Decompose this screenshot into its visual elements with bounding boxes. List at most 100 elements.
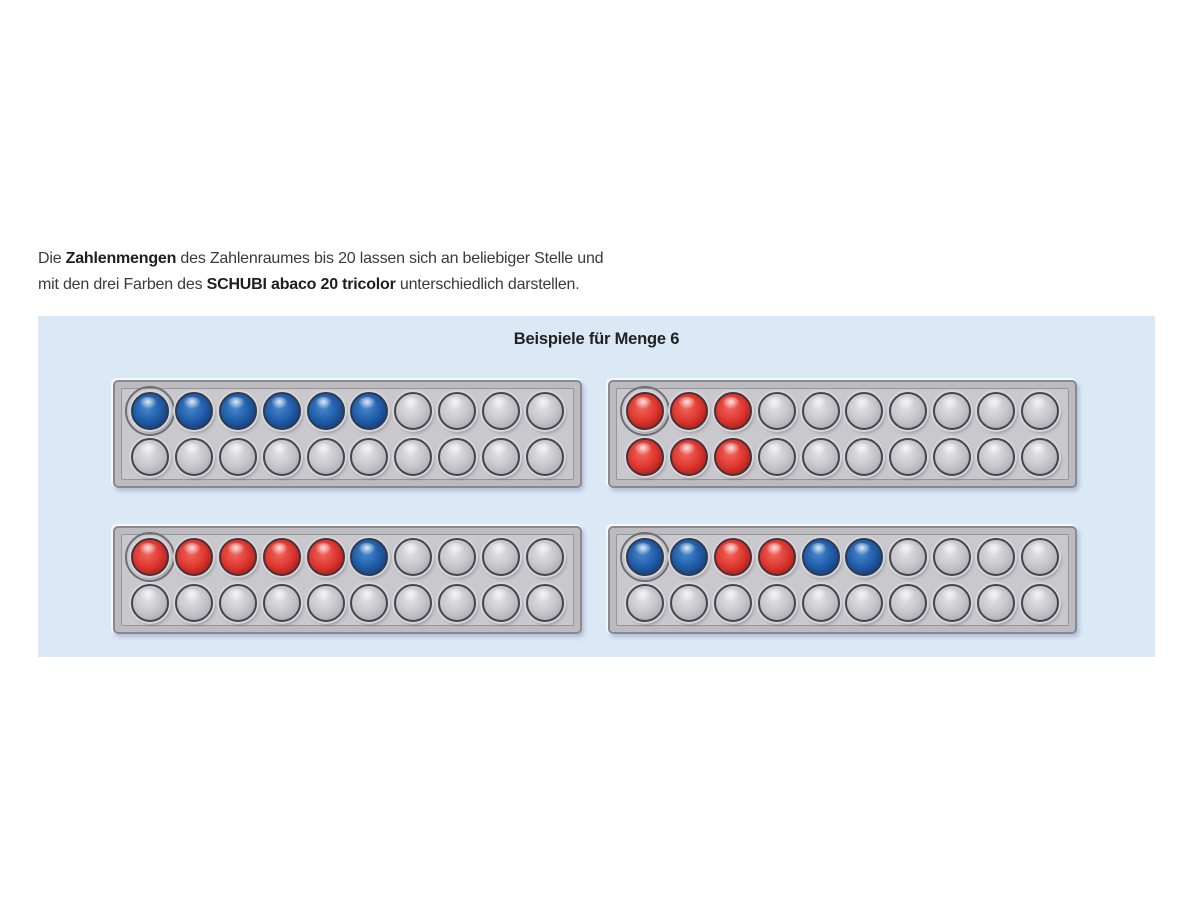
gray-bead (482, 438, 520, 476)
blue-bead (350, 538, 389, 576)
red-bead (669, 392, 708, 430)
gray-bead (218, 438, 257, 476)
gray-bead (801, 438, 840, 476)
gray-bead (394, 538, 433, 576)
gray-bead (889, 392, 928, 430)
gray-bead (174, 584, 213, 622)
gray-bead (394, 438, 433, 476)
blue-bead (218, 392, 257, 430)
red-bead (306, 538, 345, 576)
red-bead (174, 538, 213, 576)
gray-bead (757, 392, 796, 430)
abacus-bead-board (121, 386, 574, 480)
gray-bead (131, 584, 169, 622)
panel-title: Beispiele für Menge 6 (513, 330, 680, 348)
gray-bead (757, 584, 796, 622)
gray-bead (394, 392, 433, 430)
gray-bead (977, 438, 1015, 476)
gray-bead (1020, 584, 1059, 622)
red-bead (218, 538, 257, 576)
gray-bead (977, 392, 1015, 430)
red-bead (669, 438, 708, 476)
gray-bead (713, 584, 752, 622)
bead-row (620, 386, 1059, 436)
gray-bead (1020, 392, 1059, 430)
intro-text: mit den drei Farben des (38, 276, 207, 293)
intro-bold-product-name: SCHUBI abaco 20 tricolor (206, 276, 396, 293)
gray-bead (482, 392, 520, 430)
gray-bead (525, 392, 564, 430)
bead-row (626, 438, 1059, 476)
red-bead (626, 438, 664, 476)
intro-text: unterschiedlich darstellen. (395, 276, 580, 293)
blue-bead (306, 392, 345, 430)
gray-bead (977, 538, 1015, 576)
gray-bead (438, 584, 477, 622)
gray-bead (626, 584, 664, 622)
gray-bead (933, 538, 972, 576)
bead-row (626, 584, 1059, 622)
blue-bead (845, 538, 884, 576)
bead-row (125, 386, 564, 436)
gray-bead (801, 392, 840, 430)
gray-bead (845, 438, 884, 476)
red-bead (620, 386, 670, 436)
gray-bead (801, 584, 840, 622)
gray-bead (977, 584, 1015, 622)
gray-bead (889, 538, 928, 576)
red-bead (262, 538, 301, 576)
blue-bead (801, 538, 840, 576)
bead-row (131, 438, 564, 476)
red-bead (757, 538, 796, 576)
gray-bead (1020, 538, 1059, 576)
gray-bead (1020, 438, 1059, 476)
red-bead (713, 438, 752, 476)
gray-bead (933, 438, 972, 476)
gray-bead (218, 584, 257, 622)
gray-bead (306, 584, 345, 622)
abacus-top-right (608, 380, 1077, 488)
red-bead (713, 538, 752, 576)
blue-bead (350, 392, 389, 430)
red-bead (713, 392, 752, 430)
gray-bead (350, 438, 389, 476)
gray-bead (845, 392, 884, 430)
gray-bead (525, 538, 564, 576)
abacus-top-left (113, 380, 582, 488)
gray-bead (889, 584, 928, 622)
gray-bead (933, 584, 972, 622)
bead-row (125, 532, 564, 582)
gray-bead (131, 438, 169, 476)
gray-bead (438, 538, 477, 576)
gray-bead (525, 584, 564, 622)
blue-bead (174, 392, 213, 430)
gray-bead (669, 584, 708, 622)
gray-bead (262, 584, 301, 622)
bead-row (131, 584, 564, 622)
gray-bead (350, 584, 389, 622)
blue-bead (669, 538, 708, 576)
gray-bead (438, 392, 477, 430)
examples-panel: Beispiele für Menge 6 (38, 316, 1155, 657)
gray-bead (482, 584, 520, 622)
gray-bead (933, 392, 972, 430)
red-bead (125, 532, 175, 582)
gray-bead (174, 438, 213, 476)
abacus-bead-board (616, 386, 1069, 480)
abacus-bottom-right (608, 526, 1077, 634)
blue-bead (125, 386, 175, 436)
abacus-bead-board (616, 532, 1069, 626)
gray-bead (889, 438, 928, 476)
gray-bead (394, 584, 433, 622)
gray-bead (438, 438, 477, 476)
abacus-bottom-left (113, 526, 582, 634)
intro-bold-zahlenmengen: Zahlenmengen (65, 250, 177, 267)
blue-bead (620, 532, 670, 582)
gray-bead (757, 438, 796, 476)
gray-bead (525, 438, 564, 476)
gray-bead (845, 584, 884, 622)
intro-paragraph: Die Zahlenmengen des Zahlenraumes bis 20… (38, 246, 604, 298)
blue-bead (262, 392, 301, 430)
gray-bead (306, 438, 345, 476)
abacus-bead-board (121, 532, 574, 626)
